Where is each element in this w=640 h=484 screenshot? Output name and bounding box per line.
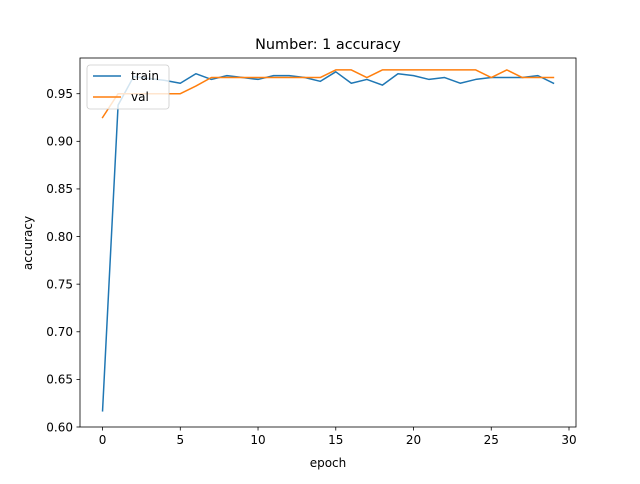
plot-frame <box>79 57 577 428</box>
y-tick-label-0: 0.60 <box>46 420 73 434</box>
x-tick-label-4: 20 <box>406 433 421 447</box>
x-tick-label-1: 5 <box>176 433 184 447</box>
series-lines <box>101 69 555 412</box>
series-line-train <box>101 71 555 412</box>
x-tick-label-2: 10 <box>250 433 265 447</box>
y-tick-label-4: 0.80 <box>46 230 73 244</box>
x-tick-label-5: 25 <box>484 433 499 447</box>
y-axis-label: accuracy <box>21 216 35 270</box>
x-tick-label-6: 30 <box>561 433 576 447</box>
x-axis-label: epoch <box>310 456 347 470</box>
series-line-val <box>101 69 555 119</box>
chart-title: Number: 1 accuracy <box>255 37 401 53</box>
legend-val-label: val <box>131 90 149 104</box>
axis-ticks: 0 5 10 15 20 25 30 0.60 0.65 0.70 0.75 0.80 0.85 0.90… <box>46 87 576 447</box>
y-tick-label-2: 0.70 <box>46 325 73 339</box>
x-tick-label-0: 0 <box>99 433 107 447</box>
legend-train-label: train <box>131 69 159 83</box>
y-tick-label-5: 0.85 <box>46 182 73 196</box>
y-tick-label-1: 0.65 <box>46 373 73 387</box>
y-tick-label-7: 0.95 <box>46 87 73 101</box>
y-tick-label-6: 0.90 <box>46 135 73 149</box>
y-tick-label-3: 0.75 <box>46 277 73 291</box>
legend: train val <box>86 64 170 110</box>
x-tick-label-3: 15 <box>328 433 343 447</box>
